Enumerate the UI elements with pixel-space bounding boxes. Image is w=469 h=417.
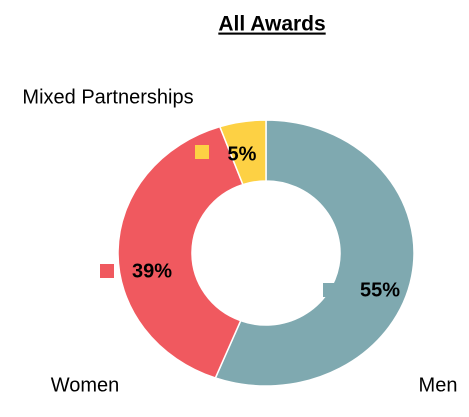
category-label: Women [51,374,120,396]
chart-title: All Awards [218,13,325,36]
donut-slice [117,125,244,379]
donut-slice [218,119,267,186]
label-key [195,145,209,159]
data-label: 39% [132,260,172,282]
donut-slice [214,119,415,387]
label-key [100,264,114,278]
category-label: Mixed Partnerships [22,86,193,108]
category-label: Men [419,374,458,396]
label-key [323,283,337,297]
data-label: 55% [360,279,400,301]
data-label: 5% [228,143,257,165]
